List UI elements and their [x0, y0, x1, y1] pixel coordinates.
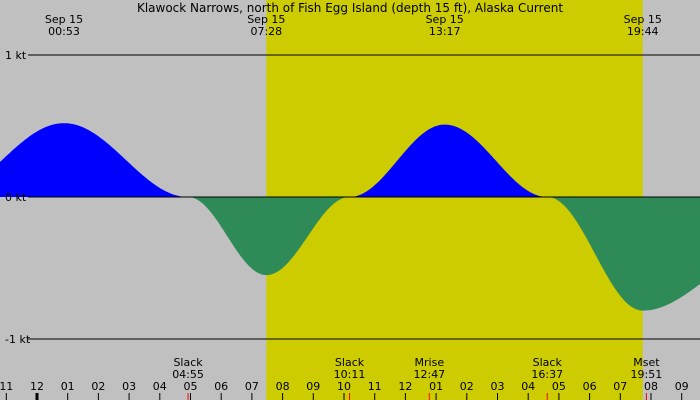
- chart-title: Klawock Narrows, north of Fish Egg Islan…: [137, 1, 563, 15]
- hour-tick-label: 11: [0, 380, 13, 393]
- hour-tick-label: 07: [613, 380, 627, 393]
- top-time-label: 00:53: [48, 25, 80, 38]
- event-name-label: Mset: [633, 356, 660, 369]
- top-date-label: Sep 15: [624, 13, 662, 26]
- top-time-label: 19:44: [627, 25, 659, 38]
- top-date-label: Sep 15: [247, 13, 285, 26]
- y-tick-label: 1 kt: [5, 49, 27, 62]
- y-tick-label: -1 kt: [5, 333, 31, 346]
- hour-tick-label: 01: [61, 380, 75, 393]
- hour-tick-label: 12: [30, 380, 44, 393]
- event-time-label: 16:37: [531, 368, 563, 381]
- event-time-label: 10:11: [334, 368, 366, 381]
- hour-tick-label: 06: [214, 380, 228, 393]
- hour-tick-label: 06: [583, 380, 597, 393]
- hour-tick-label: 04: [153, 380, 167, 393]
- hour-tick-label: 02: [91, 380, 105, 393]
- ebb-current-area: [0, 197, 700, 311]
- event-name-label: Slack: [173, 356, 203, 369]
- top-date-label: Sep 15: [426, 13, 464, 26]
- hour-tick-label: 09: [675, 380, 689, 393]
- hour-tick-label: 11: [368, 380, 382, 393]
- hour-tick-label: 08: [644, 380, 658, 393]
- hour-tick-label: 09: [306, 380, 320, 393]
- hour-tick-label: 03: [491, 380, 505, 393]
- hour-tick-label: 12: [398, 380, 412, 393]
- hour-tick-label: 07: [245, 380, 259, 393]
- event-name-label: Mrise: [415, 356, 445, 369]
- event-time-label: 12:47: [413, 368, 445, 381]
- hour-tick-label: 05: [184, 380, 198, 393]
- event-name-label: Slack: [533, 356, 563, 369]
- hour-tick-label: 01: [429, 380, 443, 393]
- event-time-label: 19:51: [631, 368, 663, 381]
- top-date-label: Sep 15: [45, 13, 83, 26]
- event-time-label: 04:55: [172, 368, 204, 381]
- hour-tick-label: 08: [276, 380, 290, 393]
- hour-tick-label: 04: [521, 380, 535, 393]
- hour-tick-label: 02: [460, 380, 474, 393]
- y-tick-label: 0 kt: [5, 191, 27, 204]
- top-time-label: 13:17: [429, 25, 461, 38]
- hour-tick-label: 03: [122, 380, 136, 393]
- flood-current-area: [0, 123, 700, 197]
- hour-tick-label: 05: [552, 380, 566, 393]
- top-time-label: 07:28: [250, 25, 282, 38]
- hour-tick-label: 10: [337, 380, 351, 393]
- event-name-label: Slack: [335, 356, 365, 369]
